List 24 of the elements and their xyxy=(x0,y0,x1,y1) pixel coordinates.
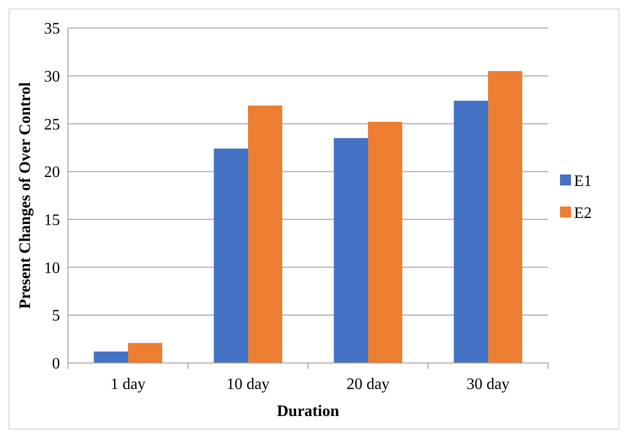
bar xyxy=(248,106,282,363)
y-tick-label: 35 xyxy=(44,20,60,38)
bar xyxy=(334,138,368,363)
y-tick-label: 5 xyxy=(52,308,60,325)
x-tick-label: 1 day xyxy=(110,376,146,393)
bar xyxy=(454,100,488,363)
bar xyxy=(488,71,522,363)
bar xyxy=(128,342,162,363)
x-tick-label: 20 day xyxy=(346,376,390,393)
legend-label: E2 xyxy=(574,205,592,222)
y-tick-label: 10 xyxy=(44,260,60,277)
x-tick-label: 30 day xyxy=(466,376,510,393)
y-tick-label: 0 xyxy=(52,356,60,373)
legend-label: E1 xyxy=(574,173,592,190)
bar xyxy=(368,122,402,363)
bar xyxy=(94,352,128,363)
bar xyxy=(214,148,248,363)
y-tick-label: 15 xyxy=(44,212,60,230)
y-tick-label: 30 xyxy=(44,68,60,86)
y-tick-label: 25 xyxy=(44,116,60,134)
x-tick-label: 10 day xyxy=(226,376,270,393)
y-axis-title: Present Changes of Over Control xyxy=(17,82,34,309)
y-tick-label: 20 xyxy=(44,164,60,182)
x-axis-title: Duration xyxy=(276,403,340,420)
